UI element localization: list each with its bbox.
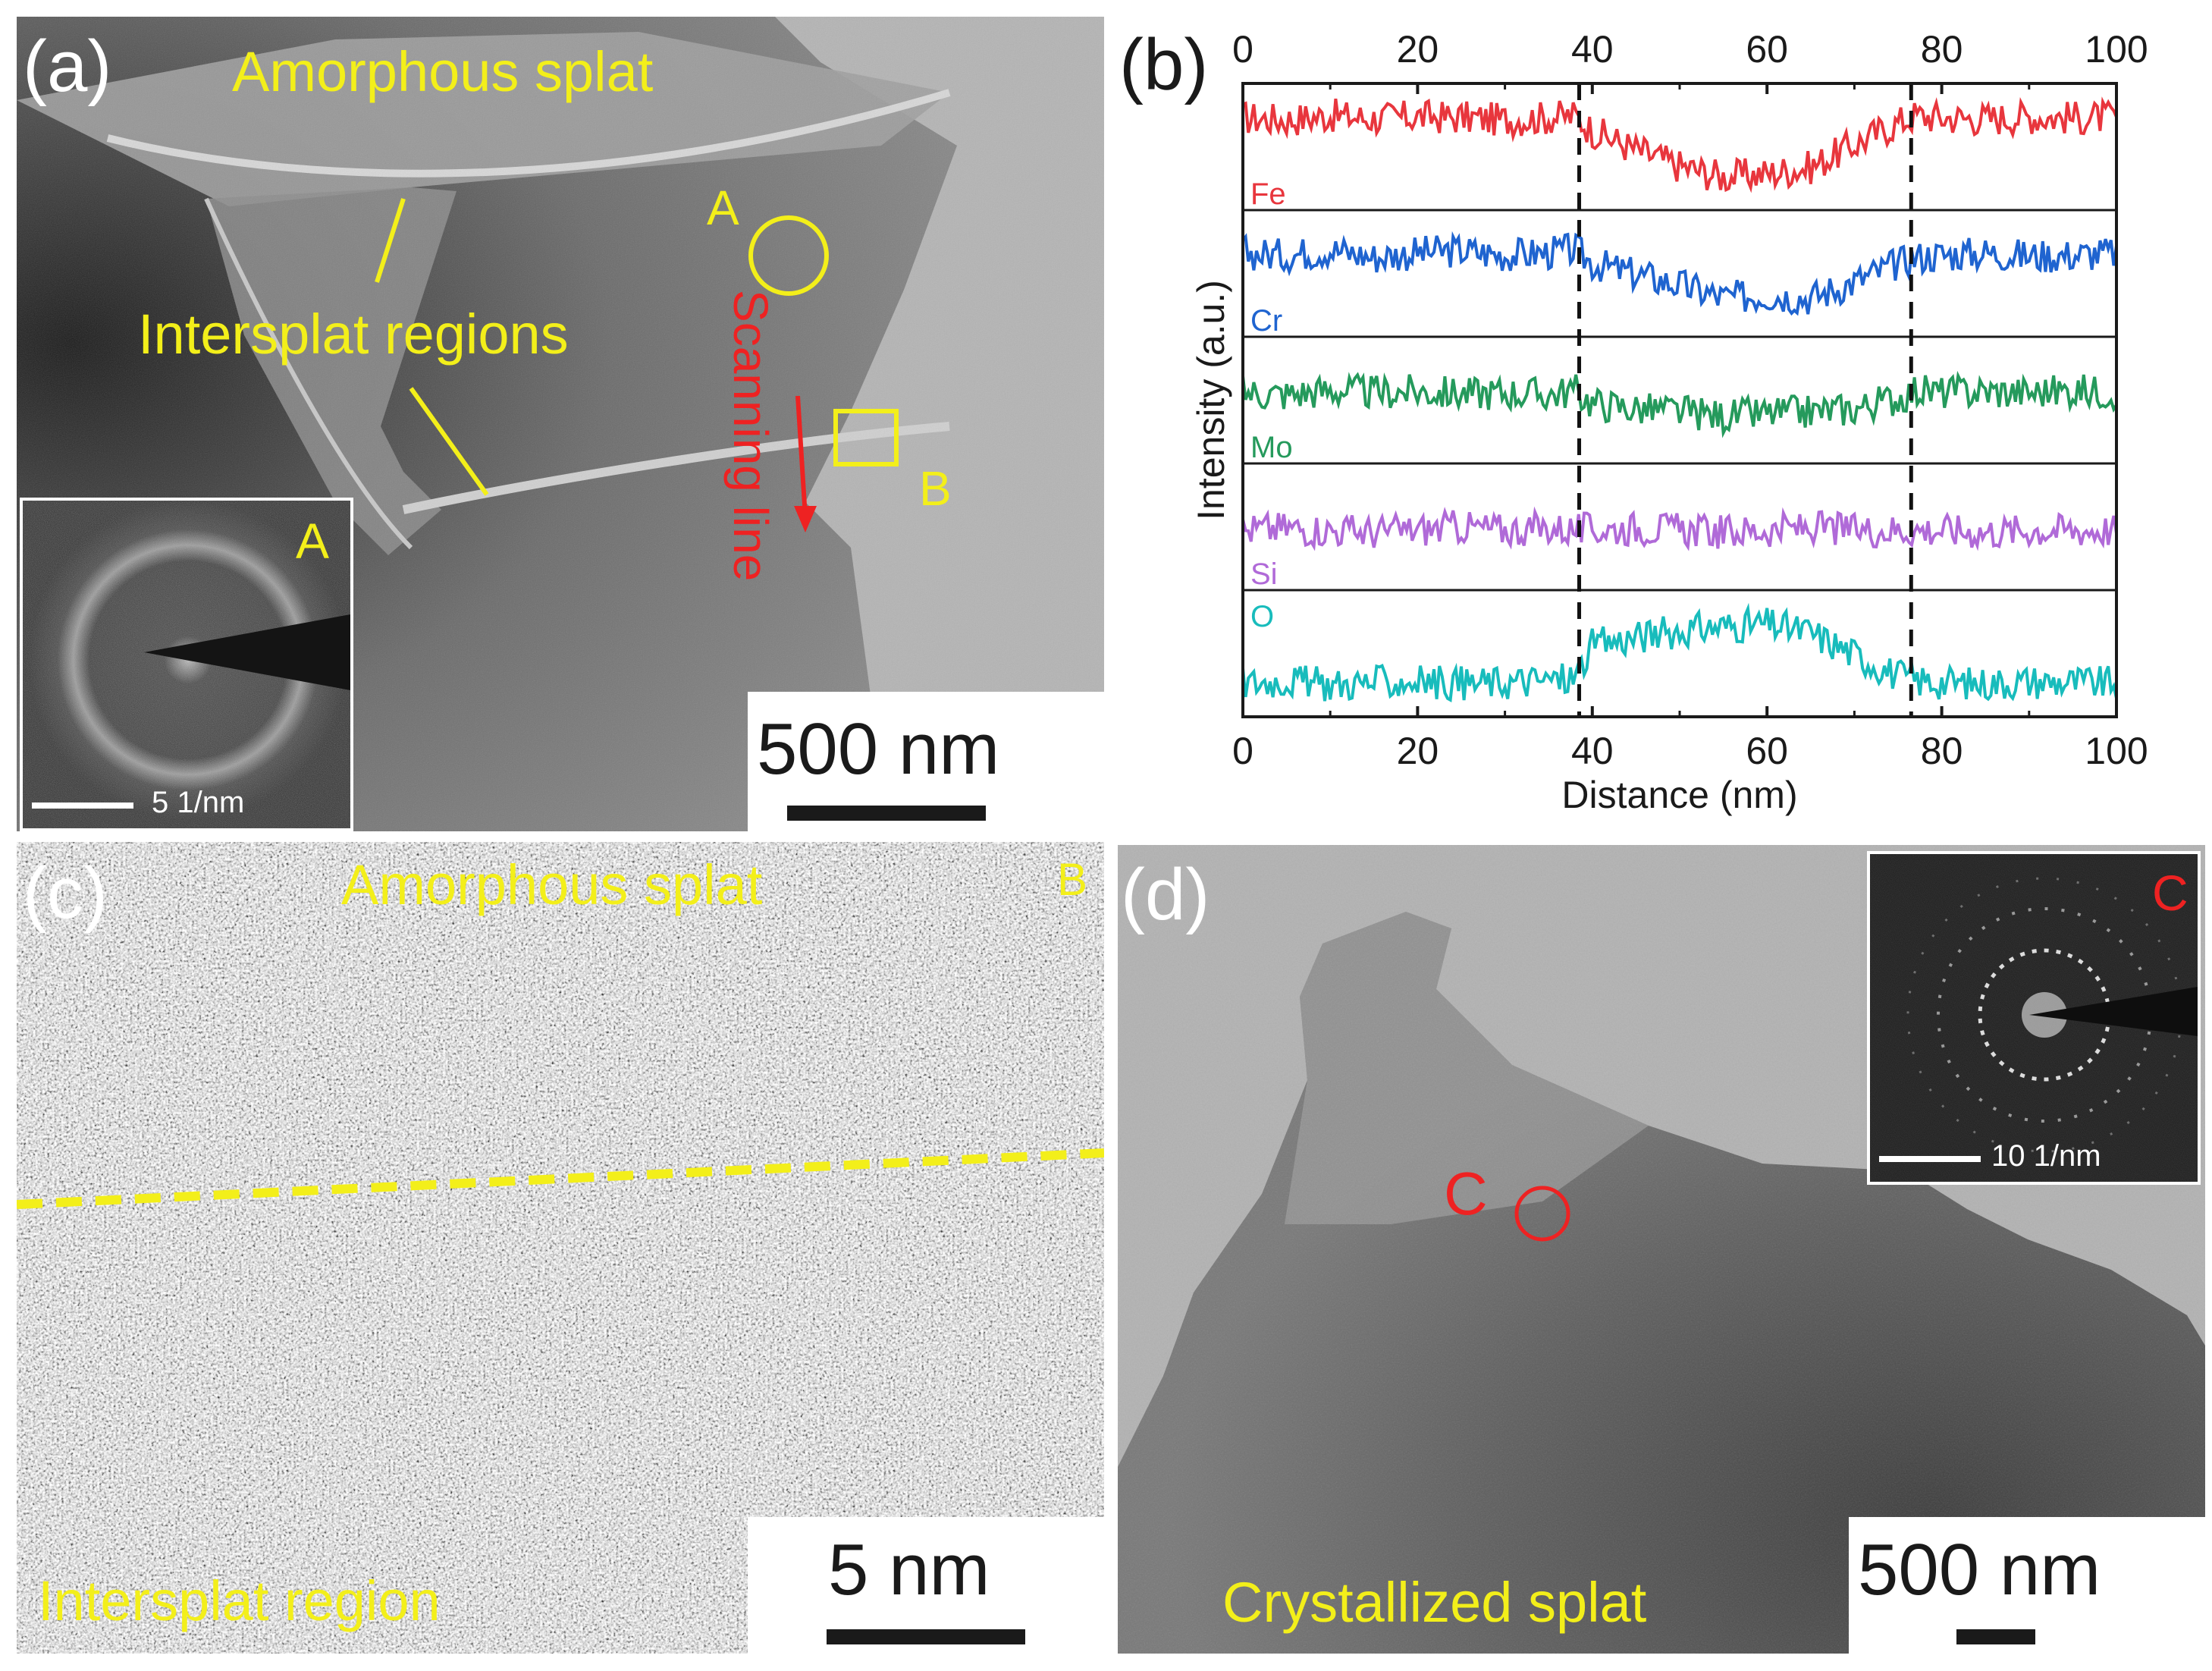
panel-b-letter: (b) — [1119, 24, 1209, 105]
panel-d-letter: (d) — [1121, 854, 1210, 935]
panel-c-top-label: Amorphous splat — [341, 853, 763, 916]
series-line-o — [1241, 602, 2118, 703]
x-tick-label-bottom: 80 — [1921, 730, 1963, 772]
panel-d: (d) C Crystallized splat C 10 1/nm 500 n… — [1118, 845, 2205, 1654]
x-tick-label-top: 80 — [1921, 28, 1963, 71]
inset-c-scale-bar — [1879, 1156, 1981, 1162]
x-tick-label-bottom: 40 — [1571, 730, 1614, 772]
x-tick-label-top: 40 — [1571, 28, 1614, 71]
x-tick-label-top: 0 — [1232, 28, 1253, 71]
panel-c: (c) Amorphous splat B Intersplat region … — [17, 842, 1104, 1654]
x-tick-label-top: 20 — [1397, 28, 1439, 71]
x-tick-label-bottom: 60 — [1746, 730, 1788, 772]
series-label-fe: Fe — [1250, 177, 1286, 211]
plot-frame — [1241, 82, 2118, 718]
series-line-cr — [1241, 231, 2118, 316]
x-tick-label-top: 60 — [1746, 28, 1788, 71]
x-tick-label-top: 100 — [2085, 28, 2148, 71]
inset-a-scale-label: 5 1/nm — [152, 786, 245, 819]
marker-b: B — [919, 461, 952, 516]
series-line-fe — [1242, 96, 2118, 193]
inset-a-letter: A — [296, 513, 330, 569]
panel-c-corner-label: B — [1057, 854, 1088, 905]
panel-c-scale-box: 5 nm — [748, 1517, 1104, 1654]
panel-d-scale-label: 500 nm — [1858, 1529, 2101, 1610]
series-line-si — [1241, 506, 2118, 551]
panel-a: (a) Amorphous splat Intersplat regions A… — [17, 17, 1104, 831]
panel-a-inset: A 5 1/nm — [20, 498, 353, 831]
panel-a-scale-box: 500 nm — [748, 692, 1104, 831]
series-label-o: O — [1250, 600, 1274, 633]
panel-d-inset: C 10 1/nm — [1867, 851, 2201, 1185]
y-axis-label: Intensity (a.u.) — [1190, 280, 1232, 520]
x-tick-label-bottom: 20 — [1397, 730, 1439, 772]
x-tick-label-bottom: 100 — [2085, 730, 2148, 772]
intersplat-regions-label: Intersplat regions — [138, 303, 569, 366]
marker-c: C — [1444, 1160, 1488, 1227]
saed-pattern-c — [1870, 854, 2198, 1182]
marker-a: A — [707, 181, 739, 235]
panel-a-scale-bar — [787, 806, 986, 821]
panel-a-title: Amorphous splat — [232, 40, 654, 103]
series-label-si: Si — [1250, 558, 1278, 591]
panel-c-letter: (c) — [23, 853, 108, 934]
x-axis-label: Distance (nm) — [1561, 774, 1797, 816]
series-label-mo: Mo — [1250, 431, 1293, 464]
series-label-cr: Cr — [1250, 304, 1282, 338]
panel-b: (b) Fe Cr Mo Si O 0 0 20 20 40 40 60 60 80 80 100 100 Dis… — [1104, 0, 2212, 834]
panel-a-letter: (a) — [23, 26, 112, 107]
panel-d-scale-bar — [1956, 1629, 2035, 1644]
panel-c-bottom-label: Intersplat region — [38, 1569, 441, 1632]
panel-c-scale-bar — [827, 1629, 1025, 1644]
inset-c-letter: C — [2152, 865, 2188, 921]
scanning-line-label: Scanning line — [723, 290, 778, 582]
x-tick-label-bottom: 0 — [1232, 730, 1253, 772]
panel-d-bottom-label: Crystallized splat — [1222, 1571, 1647, 1634]
inset-a-scale-bar — [32, 803, 133, 809]
saed-pattern-a — [23, 501, 350, 828]
line-profile-chart: Fe Cr Mo Si O 0 0 20 20 40 40 60 60 80 80 100 100 Distanc… — [1190, 28, 2148, 816]
series-line-mo — [1241, 370, 2118, 438]
panel-d-scale-box: 500 nm — [1849, 1517, 2205, 1654]
panel-c-scale-label: 5 nm — [828, 1529, 990, 1610]
inset-c-scale-label: 10 1/nm — [1991, 1139, 2101, 1173]
panel-a-scale-label: 500 nm — [757, 708, 1000, 790]
